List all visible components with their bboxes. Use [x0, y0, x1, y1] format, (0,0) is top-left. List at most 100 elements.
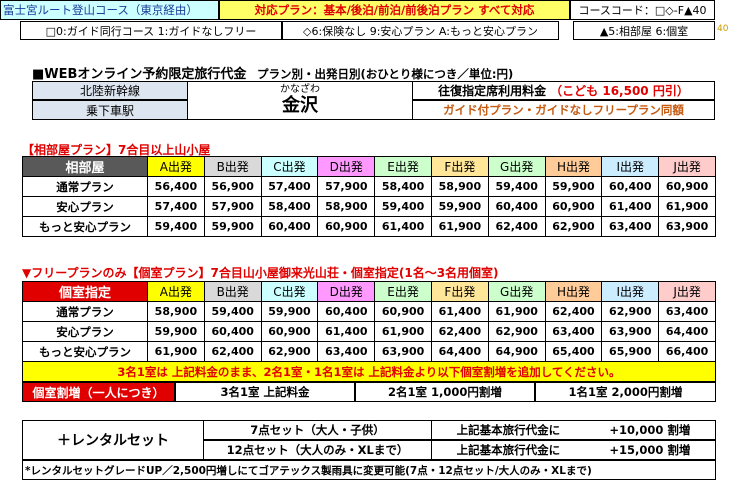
col-c: C出発: [260, 156, 319, 177]
price-cell: 58,900: [147, 301, 205, 322]
station-reading: かなざわ: [280, 84, 320, 95]
price-cell: 56,900: [203, 176, 262, 197]
price-cell: 60,900: [658, 176, 716, 197]
col-f: F出発: [430, 156, 489, 177]
price-cell: 61,900: [430, 216, 489, 237]
row-label: 安心プラン: [22, 196, 148, 217]
surcharge-label: 個室割増（一人につき）: [22, 382, 175, 402]
legend-insurance: ◇6:保険なし 9:安心プラン A:もっと安心プラン: [282, 21, 559, 40]
price-cell: 61,900: [374, 321, 432, 342]
rental-7-price: +10,000 割増: [609, 423, 691, 437]
price-cell: 57,400: [147, 196, 205, 217]
price-cell: 65,400: [544, 341, 603, 362]
price-cell: 61,400: [430, 301, 489, 322]
price-cell: 62,900: [260, 341, 319, 362]
main-title-sub: プラン別・出発日別(おひとり様につき／単位:円): [256, 67, 514, 81]
private-section-title: ▼フリープランのみ【個室プラン】7合目山小屋御来光山荘・個室指定(1名〜3名用個…: [22, 266, 499, 280]
rental-note: *レンタルセットグレードUP／2,500円増しにてゴアテックス製雨具に変更可能(…: [22, 460, 716, 480]
price-cell: 59,900: [203, 216, 262, 237]
price-cell: 60,400: [260, 216, 319, 237]
rental-12-price: +15,000 割増: [609, 443, 691, 457]
station-name: 金沢: [282, 95, 318, 116]
boarding-label: 乗下車駅: [32, 100, 188, 120]
price-cell: 57,900: [317, 176, 376, 197]
shared-corner: 相部屋: [22, 156, 148, 177]
same-price-note: ガイド付プラン・ガイドなしフリープラン同額: [412, 100, 715, 120]
legend-guide: □0:ガイド同行コース 1:ガイドなしフリー: [20, 21, 282, 40]
fare-box: 往復指定席利用料金 （こども 16,500 円引）: [412, 81, 715, 100]
price-cell: 63,400: [544, 321, 603, 342]
price-cell: 57,900: [203, 196, 262, 217]
price-cell: 66,400: [658, 341, 716, 362]
surcharge-3: 3名1室 上記料金: [175, 382, 355, 402]
price-cell: 59,900: [147, 321, 205, 342]
private-corner: 個室指定: [22, 281, 148, 302]
route-title: 富士宮ルート登山コース（東京経由）: [0, 0, 219, 20]
note-row: 3名1室は 上記料金のまま、2名1室・1名1室は 上記料金より以下個室割増を追加…: [22, 361, 716, 382]
price-cell: 60,900: [374, 301, 432, 322]
price-cell: 61,400: [317, 321, 376, 342]
main-title-text: ■WEBオンライン予約限定旅行代金: [32, 67, 247, 82]
surcharge-2: 2名1室 1,000円割増: [355, 382, 535, 402]
col-h: H出発: [544, 156, 603, 177]
shared-price-table: 相部屋 A出発 B出発 C出発 D出発 E出発 F出発 G出発 H出発 I出発 …: [22, 156, 716, 237]
rental-7-desc-text: 上記基本旅行代金に: [456, 423, 561, 437]
legend-room: ▲5:相部屋 6:個室: [573, 21, 715, 40]
private-note: 3名1室は 上記料金のまま、2名1室・1名1室は 上記料金より以下個室割増を追加…: [22, 361, 716, 382]
col-b: B出発: [203, 156, 262, 177]
col-h: H出発: [544, 281, 603, 302]
course-code: コースコード：□◇-F▲40: [570, 0, 715, 20]
price-cell: 64,900: [487, 341, 546, 362]
price-cell: 60,400: [203, 321, 262, 342]
price-cell: 62,400: [203, 341, 262, 362]
col-c: C出発: [260, 281, 319, 302]
col-g: G出発: [487, 281, 546, 302]
child-fare: （こども 16,500 円引）: [550, 84, 689, 98]
supported-plans: 対応プラン：基本/後泊/前泊/前後泊プラン すべて対応: [219, 0, 570, 20]
price-cell: 64,400: [658, 321, 716, 342]
rental-12-desc-text: 上記基本旅行代金に: [456, 443, 561, 457]
price-cell: 62,400: [487, 216, 546, 237]
row-label: もっと安心プラン: [22, 216, 148, 237]
row-label: 安心プラン: [22, 321, 148, 342]
price-cell: 65,900: [601, 341, 660, 362]
surcharge-1: 1名1室 2,000円割増: [535, 382, 716, 402]
col-e: E出発: [374, 156, 432, 177]
col-j: J出発: [658, 156, 716, 177]
price-cell: 63,400: [658, 301, 716, 322]
private-header-row: 個室指定 A出発 B出発 C出発 D出発 E出発 F出発 G出発 H出発 I出発…: [22, 281, 716, 302]
price-cell: 61,900: [487, 301, 546, 322]
station-box: かなざわ 金沢: [187, 81, 413, 120]
main-title: ■WEBオンライン予約限定旅行代金 プラン別・出発日別(おひとり様につき／単位:…: [32, 63, 513, 82]
price-cell: 59,400: [203, 301, 262, 322]
col-f: F出発: [430, 281, 489, 302]
table-row: もっと安心プラン 61,900 62,400 62,900 63,400 63,…: [22, 341, 716, 362]
col-g: G出発: [487, 156, 546, 177]
col-b: B出発: [203, 281, 262, 302]
price-cell: 60,400: [601, 176, 660, 197]
shared-section-title: 【相部屋プラン】7合目以上山小屋: [22, 143, 211, 157]
col-j: J出発: [658, 281, 716, 302]
col-d: D出発: [317, 281, 376, 302]
price-cell: 64,400: [430, 341, 489, 362]
price-cell: 63,900: [374, 341, 432, 362]
table-row: 通常プラン 58,900 59,400 59,900 60,400 60,900…: [22, 301, 716, 322]
price-cell: 58,400: [374, 176, 432, 197]
price-cell: 63,900: [658, 216, 716, 237]
table-row: 安心プラン 59,900 60,400 60,900 61,400 61,900…: [22, 321, 716, 342]
shared-header-row: 相部屋 A出発 B出発 C出発 D出発 E出発 F出発 G出発 H出発 I出発 …: [22, 156, 716, 177]
col-d: D出発: [317, 156, 376, 177]
price-cell: 62,900: [544, 216, 603, 237]
private-price-table: 個室指定 A出発 B出発 C出発 D出発 E出発 F出発 G出発 H出発 I出発…: [22, 281, 716, 382]
price-cell: 56,400: [147, 176, 205, 197]
price-cell: 62,900: [487, 321, 546, 342]
row-label: もっと安心プラン: [22, 341, 148, 362]
price-cell: 62,400: [430, 321, 489, 342]
col-i: I出発: [601, 156, 660, 177]
row-label: 通常プラン: [22, 176, 148, 197]
price-cell: 61,900: [658, 196, 716, 217]
price-cell: 59,900: [260, 301, 319, 322]
rental-12-name: 12点セット（大人のみ・XLまで）: [203, 440, 432, 460]
price-cell: 59,400: [487, 176, 546, 197]
price-cell: 61,900: [147, 341, 205, 362]
